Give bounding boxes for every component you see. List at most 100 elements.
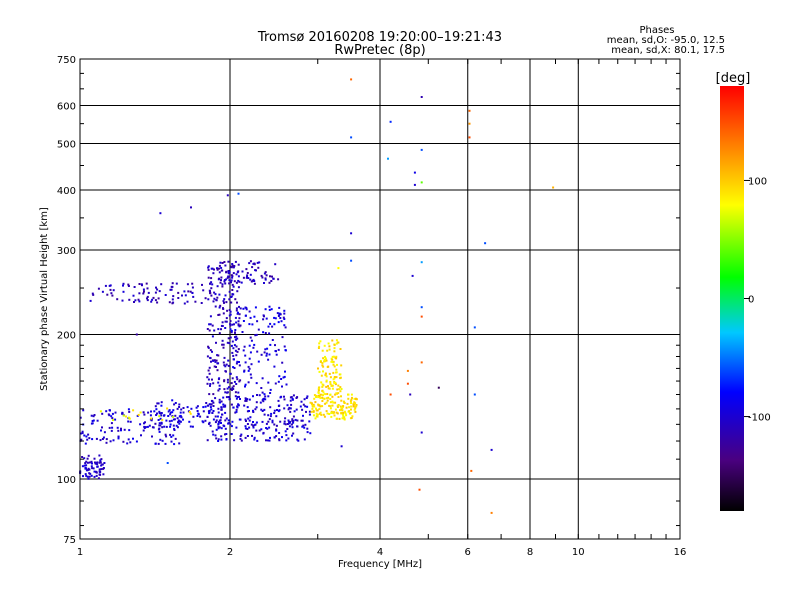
data-point bbox=[337, 384, 340, 387]
data-point bbox=[277, 399, 280, 402]
data-point bbox=[217, 426, 220, 429]
data-point bbox=[238, 395, 240, 398]
data-point bbox=[103, 462, 106, 464]
data-point bbox=[179, 411, 182, 414]
data-point bbox=[231, 289, 234, 291]
data-point bbox=[387, 157, 389, 160]
data-point bbox=[278, 432, 281, 434]
data-point bbox=[171, 285, 174, 288]
data-point bbox=[275, 353, 278, 356]
data-point bbox=[351, 415, 354, 418]
data-point bbox=[213, 297, 216, 300]
data-point bbox=[271, 421, 274, 424]
data-point bbox=[194, 300, 197, 303]
data-point bbox=[207, 369, 210, 372]
data-point bbox=[290, 403, 293, 406]
data-point bbox=[339, 373, 342, 376]
data-point bbox=[248, 419, 251, 422]
data-point bbox=[211, 430, 214, 433]
data-point bbox=[155, 286, 157, 289]
data-point bbox=[216, 362, 219, 365]
data-point bbox=[268, 308, 271, 311]
data-point bbox=[340, 399, 343, 402]
data-point bbox=[233, 265, 236, 267]
data-point bbox=[337, 392, 340, 395]
data-point bbox=[331, 361, 334, 364]
data-point bbox=[331, 395, 334, 398]
data-point bbox=[127, 416, 130, 419]
data-point bbox=[128, 298, 131, 301]
data-point bbox=[264, 271, 267, 274]
data-point bbox=[90, 474, 93, 477]
data-point bbox=[260, 428, 263, 431]
data-point bbox=[143, 290, 145, 293]
data-point bbox=[320, 413, 323, 416]
data-point bbox=[321, 385, 324, 388]
data-point bbox=[210, 267, 213, 270]
data-point bbox=[350, 417, 353, 419]
data-point bbox=[263, 408, 266, 411]
data-point bbox=[306, 395, 309, 398]
data-point bbox=[151, 298, 154, 301]
data-point bbox=[289, 407, 292, 410]
data-point bbox=[147, 411, 150, 414]
data-point bbox=[238, 418, 241, 421]
data-point bbox=[110, 429, 113, 432]
data-point bbox=[331, 339, 334, 342]
data-point bbox=[248, 262, 251, 265]
data-point bbox=[345, 406, 348, 409]
data-point bbox=[352, 405, 355, 408]
data-point bbox=[111, 294, 114, 297]
data-point bbox=[163, 414, 165, 417]
data-point bbox=[276, 312, 279, 315]
data-point bbox=[236, 350, 239, 353]
data-point bbox=[216, 296, 219, 299]
data-point bbox=[127, 408, 130, 411]
data-point bbox=[420, 96, 423, 98]
data-point bbox=[223, 298, 226, 301]
data-point bbox=[217, 314, 220, 316]
data-point bbox=[120, 429, 122, 432]
data-point bbox=[271, 339, 274, 341]
data-point bbox=[237, 320, 240, 323]
data-point bbox=[220, 406, 223, 409]
data-point bbox=[258, 394, 261, 397]
data-point bbox=[326, 349, 329, 352]
data-point bbox=[82, 409, 85, 412]
data-point bbox=[93, 475, 96, 478]
data-point bbox=[234, 391, 237, 394]
data-point bbox=[348, 412, 351, 415]
data-point bbox=[223, 279, 226, 281]
data-point bbox=[224, 419, 227, 422]
data-point bbox=[233, 280, 236, 283]
data-point bbox=[101, 438, 104, 440]
data-point bbox=[92, 467, 95, 470]
data-point bbox=[179, 420, 182, 423]
data-point bbox=[278, 312, 281, 315]
data-point bbox=[139, 411, 142, 414]
data-point bbox=[268, 418, 271, 421]
data-point bbox=[246, 398, 249, 401]
data-point bbox=[225, 278, 228, 281]
data-point bbox=[353, 408, 356, 411]
data-point bbox=[336, 404, 339, 407]
data-point bbox=[237, 311, 239, 314]
data-point bbox=[204, 405, 207, 408]
data-point bbox=[224, 427, 227, 430]
y-tick-label: 75 bbox=[63, 535, 76, 546]
data-point bbox=[237, 192, 240, 195]
data-point bbox=[235, 307, 238, 310]
data-point bbox=[246, 276, 248, 278]
data-point bbox=[230, 295, 233, 298]
data-point bbox=[220, 276, 223, 279]
data-point bbox=[278, 313, 281, 316]
data-point bbox=[81, 432, 84, 435]
data-point bbox=[281, 336, 284, 339]
data-point bbox=[349, 400, 352, 403]
data-point bbox=[288, 421, 291, 424]
data-point bbox=[142, 292, 145, 295]
data-point bbox=[111, 426, 114, 429]
data-point bbox=[167, 415, 170, 417]
data-point bbox=[265, 427, 268, 429]
data-point bbox=[103, 431, 106, 434]
